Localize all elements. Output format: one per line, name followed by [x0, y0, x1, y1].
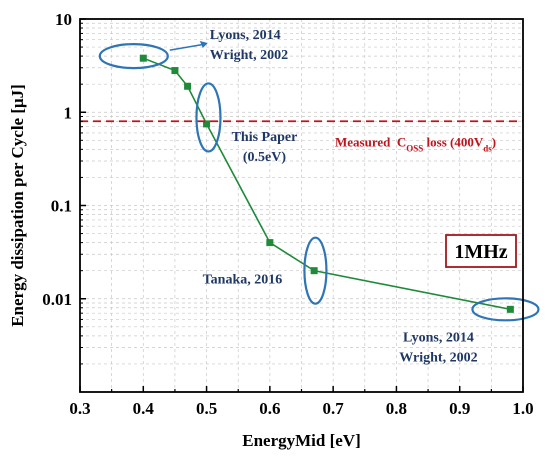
ellipse-lyons-wright-bottom: [471, 297, 540, 322]
data-point: [171, 67, 179, 75]
x-tick-label: 0.4: [133, 399, 155, 418]
data-point: [506, 305, 514, 313]
data-point: [184, 82, 192, 90]
y-tick-label: 0.1: [51, 197, 72, 216]
annotation-text-this-paper: This Paper: [232, 130, 298, 145]
x-tick-label: 0.6: [259, 399, 280, 418]
y-tick-label: 1: [64, 103, 73, 122]
x-tick-label: 0.9: [449, 399, 470, 418]
annotation-text-lyons-wright-top: Lyons, 2014: [210, 28, 281, 43]
x-tick-label: 0.7: [323, 399, 345, 418]
ellipse-tanaka: [303, 236, 328, 305]
y-axis-title: Energy dissipation per Cycle [μJ]: [8, 84, 27, 327]
reference-line-label-part: ): [492, 134, 496, 149]
arrow-line: [169, 43, 206, 51]
data-point: [266, 239, 274, 247]
reference-line-label-part: ds: [483, 143, 492, 153]
frequency-badge: 1MHz: [445, 234, 517, 268]
x-axis-title: EnergyMid [eV]: [242, 431, 361, 450]
data-point: [139, 54, 147, 62]
x-tick-label: 1.0: [512, 399, 533, 418]
x-tick-label: 0.3: [69, 399, 90, 418]
frequency-badge-frame: [445, 234, 517, 268]
reference-line-label-part: loss (400V: [423, 134, 484, 149]
annotation-layer: Lyons, 2014 Wright, 2002 This Paper (0.5eV)…: [98, 28, 540, 365]
ellipse-lyons-wright-top: [98, 43, 169, 70]
ticks: 0.3 0.4 0.5 0.6 0.7 0.8 0.9 1.0 10 1 0.1 0.01: [42, 10, 533, 418]
arrow-head: [199, 41, 208, 48]
series-layer: [139, 54, 514, 313]
reference-line-label: Measured COSS loss (400Vds): [335, 134, 496, 153]
x-tick-label: 0.5: [196, 399, 217, 418]
y-tick-label: 0.01: [42, 290, 72, 309]
y-tick-label: 10: [55, 10, 72, 29]
reference-line-label-part: OSS: [406, 143, 423, 153]
data-point: [203, 120, 211, 128]
frequency-label: 1MHz: [454, 241, 507, 263]
x-tick-label: 0.8: [386, 399, 407, 418]
annotation-text-lyons-wright-bottom: Wright, 2002: [399, 350, 477, 365]
annotation-text-lyons-wright-top: Wright, 2002: [210, 48, 288, 63]
ellipse-this-paper: [195, 82, 222, 153]
annotation-text-this-paper: (0.5eV): [243, 150, 286, 165]
grid: [80, 19, 523, 392]
reference-line-label-part: Measured C: [335, 134, 406, 149]
reference-line-layer: Measured COSS loss (400Vds): [80, 120, 523, 153]
data-point: [310, 267, 318, 275]
annotation-text-lyons-wright-bottom: Lyons, 2014: [403, 330, 474, 345]
annotation-text-tanaka: Tanaka, 2016: [203, 273, 283, 288]
